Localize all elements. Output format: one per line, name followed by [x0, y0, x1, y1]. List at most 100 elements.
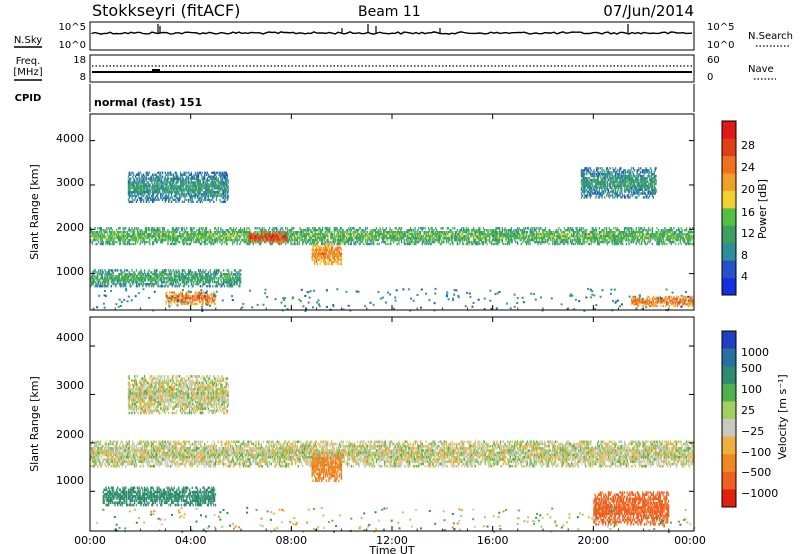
heatmap-cell: [280, 240, 283, 243]
heatmap-cell: [173, 293, 175, 296]
heatmap-cell: [592, 233, 594, 236]
heatmap-cell: [348, 233, 350, 236]
heatmap-cell: [427, 233, 429, 236]
heatmap-cell: [275, 231, 277, 234]
heatmap-cell: [248, 240, 250, 244]
heatmap-cell: [168, 236, 170, 240]
heatmap-cell: [255, 235, 257, 238]
heatmap-cell: [108, 279, 110, 282]
heatmap-cell: [554, 240, 556, 244]
heatmap-cell: [344, 238, 346, 242]
heatmap-cell: [119, 242, 121, 246]
heatmap-cell: [269, 238, 271, 242]
heatmap-cell: [133, 235, 135, 238]
heatmap-cell: [95, 231, 97, 234]
heatmap-cell: [635, 299, 637, 302]
heatmap-cell: [427, 236, 429, 240]
heatmap-cell: [605, 236, 607, 240]
heatmap-cell: [437, 236, 440, 240]
heatmap-cell: [107, 281, 109, 284]
heatmap-cell: [330, 235, 332, 238]
heatmap-cell: [114, 231, 116, 234]
heatmap-cell: [131, 242, 133, 246]
heatmap-cell: [463, 235, 466, 238]
heatmap-cell: [209, 297, 211, 300]
heatmap-cell: [171, 283, 174, 286]
heatmap-cell: [665, 231, 667, 234]
heatmap-cell: [208, 240, 210, 244]
heatmap-cell: [583, 233, 585, 236]
heatmap-cell: [394, 231, 396, 234]
heatmap-cell: [507, 229, 510, 232]
heatmap-cell: [585, 236, 587, 240]
heatmap-cell: [366, 240, 369, 244]
heatmap-cell: [570, 229, 573, 232]
heatmap-cell: [167, 299, 169, 302]
heatmap-cell: [360, 231, 362, 234]
heatmap-cell: [690, 242, 692, 246]
nsky-tick-bottom: 10^0: [59, 40, 86, 51]
heatmap-cell: [678, 299, 680, 302]
heatmap-cell: [671, 301, 673, 304]
heatmap-cell: [379, 235, 381, 238]
heatmap-cell: [661, 297, 663, 300]
heatmap-cell: [602, 235, 604, 238]
heatmap-cell: [151, 271, 153, 274]
heatmap-cell: [243, 235, 245, 238]
heatmap-cell: [501, 231, 503, 234]
heatmap-cell: [676, 301, 679, 304]
heatmap-cell: [549, 233, 551, 236]
heatmap-cell: [179, 283, 182, 286]
heatmap-cell: [137, 273, 139, 276]
heatmap-cell: [109, 277, 112, 280]
heatmap-cell: [650, 238, 652, 242]
heatmap-cell: [572, 229, 574, 232]
heatmap-cell: [171, 238, 174, 242]
heatmap-cell: [692, 227, 694, 230]
heatmap-cell: [580, 227, 583, 230]
heatmap-cell: [337, 260, 339, 264]
heatmap-cell: [633, 301, 636, 304]
heatmap-cell: [688, 242, 690, 246]
heatmap-cell: [407, 233, 409, 236]
heatmap-cell: [561, 233, 564, 236]
heatmap-cell: [493, 233, 495, 236]
heatmap-cell: [230, 233, 232, 236]
heatmap-cell: [669, 227, 671, 230]
heatmap-cell: [156, 235, 158, 238]
heatmap-cell: [143, 277, 146, 280]
heatmap-cell: [681, 233, 683, 236]
heatmap-cell: [338, 252, 340, 256]
heatmap-cell: [139, 283, 141, 286]
nave-tick-top: 60: [707, 55, 720, 66]
heatmap-cell: [285, 233, 287, 236]
heatmap-cell: [99, 227, 102, 230]
heatmap-cell: [139, 279, 141, 282]
heatmap-cell: [197, 273, 199, 276]
heatmap-cell: [417, 236, 419, 240]
heatmap-cell: [658, 301, 660, 304]
heatmap-cell: [253, 238, 256, 242]
heatmap-cell: [385, 233, 387, 236]
heatmap-cell: [466, 233, 468, 236]
heatmap-cell: [551, 231, 553, 234]
heatmap-cell: [279, 237, 281, 240]
heatmap-cell: [98, 279, 100, 282]
heatmap-cell: [209, 240, 211, 244]
heatmap-cell: [527, 227, 529, 230]
heatmap-cell: [232, 229, 235, 232]
heatmap-cell: [486, 233, 488, 236]
heatmap-cell: [392, 240, 395, 244]
heatmap-cell: [328, 229, 330, 232]
heatmap-cell: [414, 240, 416, 244]
heatmap-cell: [456, 236, 458, 240]
heatmap-cell: [651, 242, 654, 246]
heatmap-cell: [579, 235, 582, 238]
heatmap-cell: [665, 235, 667, 238]
heatmap-cell: [117, 231, 120, 234]
heatmap-cell: [685, 227, 688, 230]
heatmap-cell: [236, 242, 238, 246]
heatmap-cell: [619, 233, 621, 236]
heatmap-cell: [181, 229, 183, 232]
heatmap-cell: [534, 236, 537, 240]
